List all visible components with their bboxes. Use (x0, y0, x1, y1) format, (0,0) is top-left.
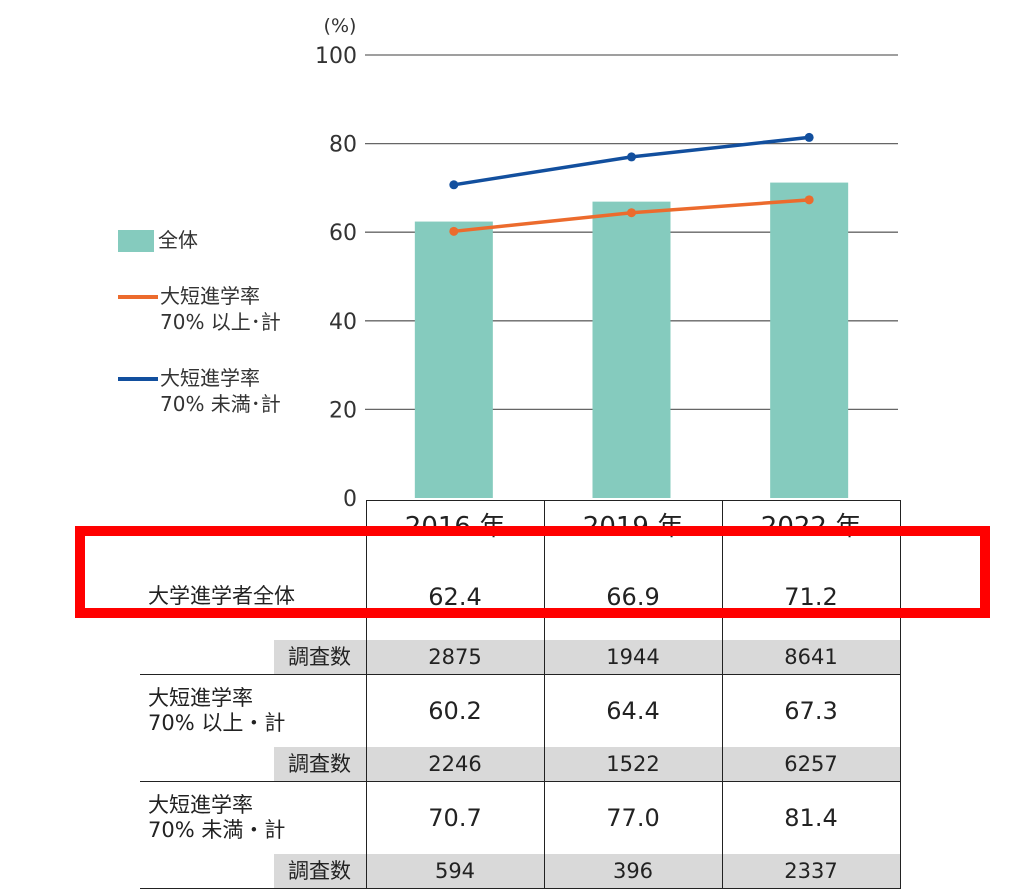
table-row-under70: 大短進学率 70% 未満・計 70.7 77.0 81.4 (140, 781, 901, 855)
table-row-over70: 大短進学率 70% 以上・計 60.2 64.4 67.3 (140, 674, 901, 748)
data-table: 2016 年 2019 年 2022 年 大学進学者全体 62.4 66.9 7… (140, 500, 901, 889)
count-row-under70: 調査数 594 396 2337 (140, 854, 901, 889)
bar (592, 201, 671, 498)
count-cell: 594 (365, 854, 544, 889)
row-label-over70-line1: 大短進学率 (148, 686, 253, 710)
bar (414, 221, 493, 498)
series-point (449, 180, 459, 190)
table-cell: 77.0 (543, 781, 722, 854)
row-label-total: 大学進学者全体 (140, 553, 366, 640)
count-cell: 2875 (365, 640, 544, 675)
row-label-under70: 大短進学率 70% 未満・計 (140, 782, 366, 855)
count-label-text: 調査数 (273, 640, 366, 674)
row-label-over70-line2: 70% 以上・計 (148, 711, 286, 735)
count-label-text: 調査数 (273, 747, 366, 781)
year-header-2022: 2022 年 (721, 500, 901, 553)
year-header-row: 2016 年 2019 年 2022 年 (140, 500, 901, 554)
series-point (627, 152, 636, 162)
legend-label-orange-2: 70% 以上･計 (160, 310, 281, 334)
y-tick-label: 0 (343, 487, 357, 512)
table-cell: 66.9 (543, 553, 722, 640)
count-cell: 1522 (543, 747, 722, 782)
year-header-2019: 2019 年 (543, 500, 723, 553)
count-label: 調査数 (140, 854, 366, 889)
y-tick-label: 40 (329, 310, 357, 335)
y-tick-label: 80 (329, 133, 357, 158)
table-cell: 64.4 (543, 674, 722, 747)
series-point (449, 226, 459, 236)
y-axis-ticks: 0 20 40 60 80 100 (315, 44, 357, 512)
count-row-total: 調査数 2875 1944 8641 (140, 640, 901, 675)
unit-label: (%) (324, 15, 357, 37)
legend-label-total: 全体 (158, 228, 198, 252)
row-label-under70-line2: 70% 未満・計 (148, 818, 286, 842)
table-cell: 62.4 (365, 553, 544, 640)
count-cell: 8641 (721, 640, 901, 675)
table-cell: 71.2 (721, 553, 901, 640)
year-header-spacer (140, 501, 366, 554)
count-cell: 2337 (721, 854, 901, 889)
row-label-over70: 大短進学率 70% 以上・計 (140, 675, 366, 748)
row-label-total-text: 大学進学者全体 (148, 584, 295, 608)
y-tick-label: 20 (329, 398, 357, 423)
bar (770, 182, 849, 499)
table-row-total: 大学進学者全体 62.4 66.9 71.2 (140, 553, 901, 640)
count-label: 調査数 (140, 747, 366, 782)
legend-swatch-bar (118, 230, 154, 252)
year-header-2016: 2016 年 (365, 500, 545, 553)
series-lines (449, 132, 814, 236)
count-cell: 1944 (543, 640, 722, 675)
series-point (804, 195, 814, 205)
legend-label-orange-1: 大短進学率 (160, 284, 260, 308)
count-label: 調査数 (140, 640, 366, 675)
table-cell: 67.3 (721, 674, 901, 747)
legend-swatch-blue-line (118, 377, 158, 381)
count-row-over70: 調査数 2246 1522 6257 (140, 747, 901, 782)
row-label-under70-line1: 大短進学率 (148, 793, 253, 817)
legend-swatch-orange-line (118, 295, 158, 299)
table-cell: 60.2 (365, 674, 544, 747)
count-cell: 6257 (721, 747, 901, 782)
table-cell: 81.4 (721, 781, 901, 854)
series-point (627, 208, 636, 218)
legend-label-blue-2: 70% 未満･計 (160, 392, 281, 416)
legend-label-blue-1: 大短進学率 (160, 366, 260, 390)
count-label-text: 調査数 (273, 854, 366, 888)
y-tick-label: 60 (329, 221, 357, 246)
series-point (804, 132, 814, 142)
count-cell: 2246 (365, 747, 544, 782)
count-cell: 396 (543, 854, 722, 889)
table-cell: 70.7 (365, 781, 544, 854)
y-tick-label: 100 (315, 44, 357, 69)
bars (414, 182, 849, 499)
